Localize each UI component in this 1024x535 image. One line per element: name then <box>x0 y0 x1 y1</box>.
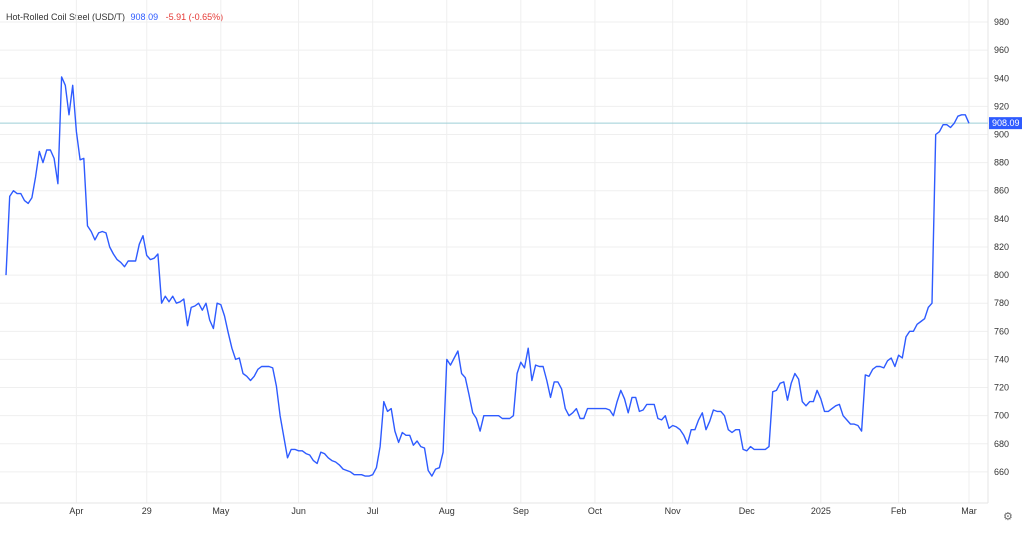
last-price: 908.09 <box>130 12 159 22</box>
y-tick-label: 800 <box>994 270 1009 280</box>
y-tick-label: 840 <box>994 214 1009 224</box>
y-tick-label: 680 <box>994 439 1009 449</box>
x-tick-label: Apr <box>69 506 83 516</box>
y-tick-label: 740 <box>994 354 1009 364</box>
y-tick-label: 900 <box>994 130 1009 140</box>
y-axis: 660 680 700 720 740 760 780 800 820 840 860 880 900 9… <box>994 17 1009 477</box>
y-tick-label: 980 <box>994 17 1009 27</box>
y-tick-label: 920 <box>994 101 1009 111</box>
x-tick-label: 29 <box>142 506 152 516</box>
y-tick-label: 960 <box>994 45 1009 55</box>
x-tick-label: Feb <box>891 506 907 516</box>
gear-icon[interactable]: ⚙ <box>1003 511 1013 523</box>
y-tick-label: 720 <box>994 383 1009 393</box>
series-layer <box>5 76 970 477</box>
x-axis: Apr 29 May Jun Jul Aug Sep Oct Nov Dec 2025 Feb Mar <box>69 506 976 516</box>
last-price-tag-label: 908.09 <box>992 118 1020 128</box>
instrument-name: Hot-Rolled Coil Steel (USD/T) <box>6 12 126 22</box>
x-tick-label: Nov <box>665 506 682 516</box>
price-change: -5.91 (-0.65%) <box>165 12 224 22</box>
y-tick-label: 660 <box>994 467 1009 477</box>
chart-header: Hot-Rolled Coil Steel (USD/T) 908.09 -5.… <box>6 12 223 22</box>
x-tick-label: May <box>212 506 230 516</box>
x-tick-label: Mar <box>961 506 977 516</box>
y-tick-label: 880 <box>994 158 1009 168</box>
x-tick-label: Aug <box>439 506 455 516</box>
y-tick-label: 780 <box>994 298 1009 308</box>
grid-lines <box>0 0 989 504</box>
y-tick-label: 940 <box>994 73 1009 83</box>
x-tick-label: Sep <box>513 506 529 516</box>
y-tick-label: 860 <box>994 186 1009 196</box>
last-price-tag-bg <box>989 117 1022 130</box>
x-tick-label: Jun <box>291 506 306 516</box>
x-tick-label: 2025 <box>811 506 831 516</box>
x-tick-label: Dec <box>739 506 756 516</box>
x-tick-label: Jul <box>367 506 379 516</box>
price-series-line <box>5 76 970 477</box>
x-tick-label: Oct <box>588 506 603 516</box>
last-price-tag: 908.09 <box>989 117 1022 130</box>
y-tick-label: 820 <box>994 242 1009 252</box>
y-tick-label: 760 <box>994 326 1009 336</box>
y-tick-label: 700 <box>994 411 1009 421</box>
